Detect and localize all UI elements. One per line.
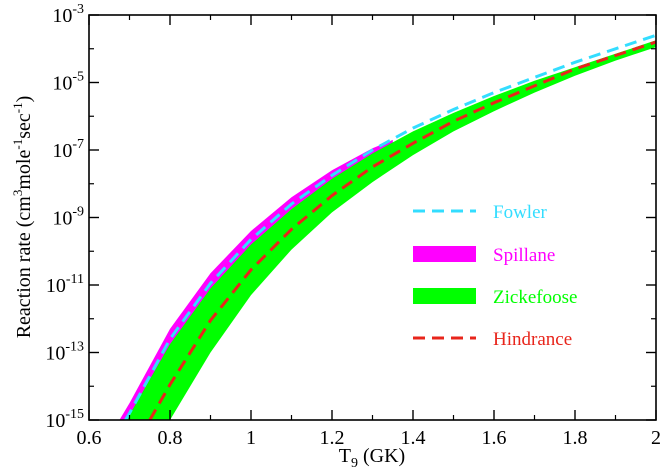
y-axis-label-sup: 3 (10, 190, 25, 197)
legend: Fowler Spillane Zickefoose Hindrance (413, 202, 577, 350)
legend-swatch-spillane (413, 246, 476, 262)
legend-label-fowler: Fowler (493, 202, 548, 223)
y-axis-label-part: mole (13, 150, 35, 190)
x-tick-label: 1.6 (482, 427, 507, 449)
x-axis-label: T9 (GK) (339, 445, 405, 467)
y-tick-label: 10-11 (46, 272, 84, 297)
line-fowler (124, 33, 656, 420)
x-tick-label: 1.4 (401, 427, 426, 449)
line-layer (124, 33, 656, 420)
y-tick-label: 10-9 (52, 205, 84, 230)
line-hindrance (148, 40, 656, 420)
y-axis-label-sup: -1 (10, 139, 25, 150)
x-tick-label: 1 (246, 427, 256, 449)
y-axis-label-part: Reaction rate (cm (13, 196, 35, 339)
legend-swatch-zickefoose (413, 288, 476, 304)
y-axis-label-part: sec (13, 113, 35, 139)
legend-label-zickefoose: Zickefoose (493, 287, 577, 308)
tick-layer: 0.6 0.8 1 1.2 1.4 1.6 1.8 2 10-15 10-13 10-11 10-9 1… (45, 2, 661, 449)
x-axis-label-unit: (GK) (358, 445, 405, 467)
y-axis-label-sup: -1 (10, 102, 25, 113)
legend-label-hindrance: Hindrance (493, 329, 572, 350)
y-tick-label: 10-13 (45, 340, 84, 365)
y-tick-label: 10-15 (45, 407, 84, 432)
x-tick-label: 2 (651, 427, 661, 449)
y-tick-label: 10-5 (52, 70, 84, 95)
y-tick-label: 10-7 (52, 137, 84, 162)
x-axis-label-sub: 9 (351, 456, 358, 467)
y-axis-label: Reaction rate (cm3mole-1sec-1) (10, 96, 35, 339)
x-tick-label: 0.8 (158, 427, 183, 449)
legend-label-spillane: Spillane (493, 245, 555, 266)
band-layer (119, 40, 656, 420)
x-tick-label: 0.6 (77, 427, 102, 449)
y-tick-label: 10-3 (52, 2, 84, 27)
x-axis-label-main: T (339, 445, 351, 467)
y-axis-label-part: ) (13, 96, 35, 103)
x-tick-label: 1.8 (563, 427, 588, 449)
x-tick-label: 1.2 (320, 427, 345, 449)
band-zickefoose (125, 40, 656, 420)
